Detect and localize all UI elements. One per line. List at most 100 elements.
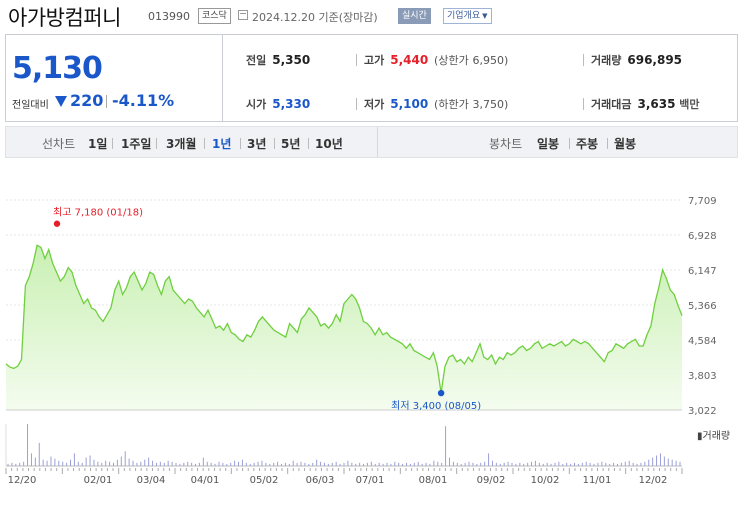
- divider: [106, 95, 107, 108]
- high-price: 고가 5,440 (상한가 6,950): [364, 52, 508, 68]
- divider: [569, 138, 570, 149]
- x-tick-label: 12/02: [639, 475, 668, 486]
- x-tick-label: 08/01: [419, 475, 448, 486]
- prev-close-label: 전일: [246, 54, 267, 67]
- upper-limit-value: 6,950): [472, 54, 509, 67]
- high-value: 5,440: [390, 53, 429, 67]
- company-name: 아가방컴퍼니: [8, 6, 121, 30]
- x-tick-label: 07/01: [356, 475, 385, 486]
- y-tick-label: 3,803: [688, 371, 717, 382]
- tab-1w[interactable]: 1주일: [121, 137, 152, 151]
- line-chart-label: 선차트: [42, 137, 76, 151]
- divider: [112, 138, 113, 149]
- x-tick-label: 09/02: [477, 475, 506, 486]
- tab-1d[interactable]: 1일: [88, 137, 108, 151]
- y-tick-label: 4,584: [688, 336, 717, 347]
- change-value: 220: [70, 91, 104, 110]
- divider: [583, 98, 584, 110]
- price-chart[interactable]: 7,709 6,928 6,147 5,366 4,584 3,803 3,022 최고 7…: [0, 160, 743, 504]
- change-rate: -4.11%: [112, 91, 175, 110]
- divider: [204, 138, 205, 149]
- y-axis: 7,709 6,928 6,147 5,366 4,584 3,803 3,022: [688, 196, 717, 417]
- tab-10y[interactable]: 10년: [315, 137, 343, 151]
- stock-code: 013990: [148, 10, 190, 23]
- quote-date: 2024.12.20 기준(장마감): [252, 11, 378, 24]
- trade-amount: 거래대금 3,635 백만: [591, 96, 700, 112]
- volume-value: 696,895: [627, 53, 683, 67]
- open-price: 시가 5,330: [246, 96, 310, 112]
- price-chart-svg: 7,709 6,928 6,147 5,366 4,584 3,803 3,022 최고 7…: [5, 196, 730, 486]
- volume-bars: ▮거래량: [5, 424, 730, 467]
- lower-limit-label: (하한가: [434, 98, 469, 111]
- tab-3y[interactable]: 3년: [247, 137, 267, 151]
- y-tick-label: 6,928: [688, 231, 717, 242]
- chart-period-tabs: 선차트 1일 1주일 3개월 1년 3년 5년 10년 봉차트 일봉 주봉 월봉: [5, 126, 738, 158]
- y-tick-label: 5,366: [688, 301, 717, 312]
- company-info-label: 기업개요: [447, 11, 481, 21]
- divider: [308, 138, 309, 149]
- price-summary: 5,130 전일대비 220 -4.11% 전일 5,350 고가 5,440 (상…: [5, 34, 738, 122]
- divider: [240, 138, 241, 149]
- tab-3m[interactable]: 3개월: [166, 137, 197, 151]
- x-axis: 12/20 02/01 03/04 04/01 05/02 06/03 07/01 08/01…: [5, 468, 683, 486]
- low-label: 저가: [364, 98, 385, 111]
- divider: [583, 54, 584, 66]
- tab-5y[interactable]: 5년: [281, 137, 301, 151]
- low-marker: [437, 389, 445, 397]
- x-tick-label: 04/01: [191, 475, 220, 486]
- amount-label: 거래대금: [591, 98, 632, 111]
- market-badge: 코스닥: [198, 8, 231, 24]
- down-triangle-icon: [55, 96, 67, 107]
- open-label: 시가: [246, 98, 267, 111]
- lower-limit-value: 3,750): [472, 98, 509, 111]
- tab-daily[interactable]: 일봉: [537, 137, 560, 151]
- volume-legend: ▮거래량: [697, 430, 730, 442]
- divider: [356, 54, 357, 66]
- tab-monthly[interactable]: 월봉: [614, 137, 637, 151]
- price-area: [5, 244, 683, 411]
- open-value: 5,330: [272, 97, 311, 111]
- calendar-icon: [238, 10, 248, 20]
- high-label: 고가: [364, 54, 385, 67]
- chevron-down-icon: ▼: [482, 12, 488, 20]
- high-marker: [53, 220, 61, 227]
- y-tick-label: 6,147: [688, 266, 717, 277]
- divider: [377, 127, 378, 157]
- candle-chart-label: 봉차트: [489, 137, 523, 151]
- tab-1y[interactable]: 1년: [212, 137, 232, 151]
- volume-label: 거래량: [591, 54, 622, 67]
- x-tick-label: 05/02: [250, 475, 279, 486]
- x-tick-label: 10/02: [531, 475, 560, 486]
- x-tick-label: 02/01: [84, 475, 113, 486]
- y-tick-label: 7,709: [688, 196, 717, 207]
- x-tick-label: 03/04: [137, 475, 166, 486]
- low-value: 5,100: [390, 97, 429, 111]
- amount-unit: 백만: [679, 98, 700, 111]
- high-annotation: 최고 7,180 (01/18): [53, 207, 143, 219]
- prev-close-value: 5,350: [272, 53, 311, 67]
- divider: [274, 138, 275, 149]
- price-area-fill: [6, 245, 682, 410]
- divider: [156, 138, 157, 149]
- x-tick-label: 12/20: [8, 475, 37, 486]
- current-price-box: 5,130 전일대비 220 -4.11%: [6, 35, 223, 121]
- low-annotation: 최저 3,400 (08/05): [391, 400, 481, 412]
- price-line: [5, 244, 683, 394]
- compare-label: 전일대비: [12, 100, 49, 111]
- low-price: 저가 5,100 (하한가 3,750): [364, 96, 508, 112]
- x-tick-label: 06/03: [306, 475, 335, 486]
- volume: 거래량 696,895: [591, 52, 682, 68]
- current-price: 5,130: [12, 51, 103, 86]
- y-tick-label: 3,022: [688, 406, 717, 417]
- divider: [607, 138, 608, 149]
- tab-weekly[interactable]: 주봉: [576, 137, 599, 151]
- x-tick-label: 11/01: [583, 475, 612, 486]
- prev-close: 전일 5,350: [246, 52, 310, 68]
- live-button[interactable]: 실시간: [398, 8, 431, 24]
- stock-header: 아가방컴퍼니 013990 코스닥 2024.12.20 기준(장마감) 실시간…: [0, 0, 743, 32]
- amount-value: 3,635: [637, 97, 676, 111]
- divider: [356, 98, 357, 110]
- chart-annotations: 최고 7,180 (01/18) 최저 3,400 (08/05): [53, 207, 481, 412]
- company-info-button[interactable]: 기업개요 ▼: [443, 8, 492, 24]
- upper-limit-label: (상한가: [434, 54, 469, 67]
